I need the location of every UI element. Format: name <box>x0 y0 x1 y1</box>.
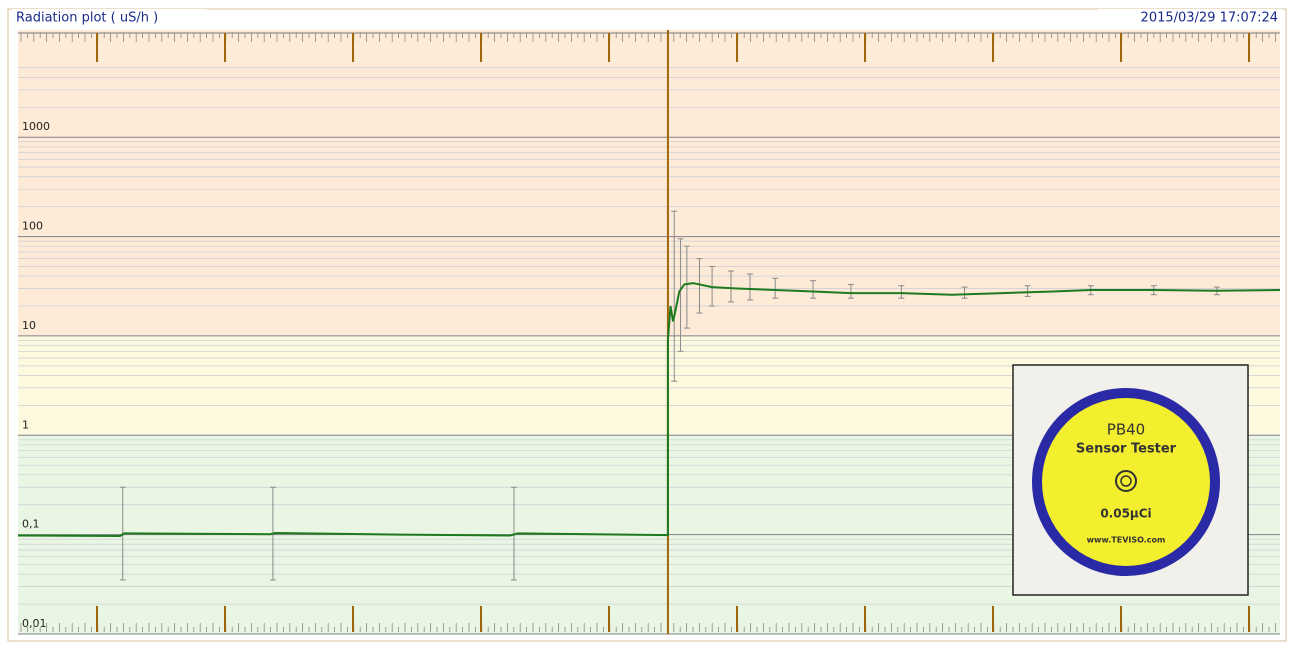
error-bar <box>683 245 690 329</box>
error-bar <box>696 258 703 314</box>
inset-activity: 0.05µCi <box>1100 507 1151 521</box>
error-bar <box>810 280 817 299</box>
inset-website: www.TEVISO.com <box>1087 536 1166 545</box>
y-tick-label: 0,1 <box>22 518 40 531</box>
error-bar <box>746 273 753 301</box>
y-tick-label: 10 <box>22 319 36 332</box>
y-tick-label: 100 <box>22 220 43 233</box>
chart-title: Radiation plot ( uS/h ) <box>16 11 158 26</box>
zone <box>18 30 1280 336</box>
title-bg <box>12 9 207 27</box>
radiation-icon-inner <box>1120 475 1132 487</box>
radiation-icon <box>1115 470 1137 492</box>
error-bar <box>847 283 854 299</box>
error-bar <box>677 238 684 352</box>
error-bar <box>772 277 779 299</box>
inset-name: PB40 <box>1107 421 1145 439</box>
y-tick-label: 1000 <box>22 120 50 133</box>
y-tick-label: 0,01 <box>22 617 47 630</box>
y-tick-label: 1 <box>22 418 29 431</box>
error-bar <box>898 285 905 299</box>
error-bar <box>671 210 678 382</box>
timestamp: 2015/03/29 17:07:24 <box>1141 11 1278 26</box>
error-bar <box>961 286 968 299</box>
timestamp-bg <box>1098 9 1282 27</box>
inset-photo: PB40 Sensor Tester 0.05µCi www.TEVISO.co… <box>1012 364 1249 596</box>
frame <box>7 8 1287 642</box>
error-bar <box>1024 285 1031 297</box>
series-line <box>17 282 1281 538</box>
disc <box>1042 398 1210 566</box>
error-bar <box>728 270 735 303</box>
inset-subtitle: Sensor Tester <box>1076 442 1177 457</box>
